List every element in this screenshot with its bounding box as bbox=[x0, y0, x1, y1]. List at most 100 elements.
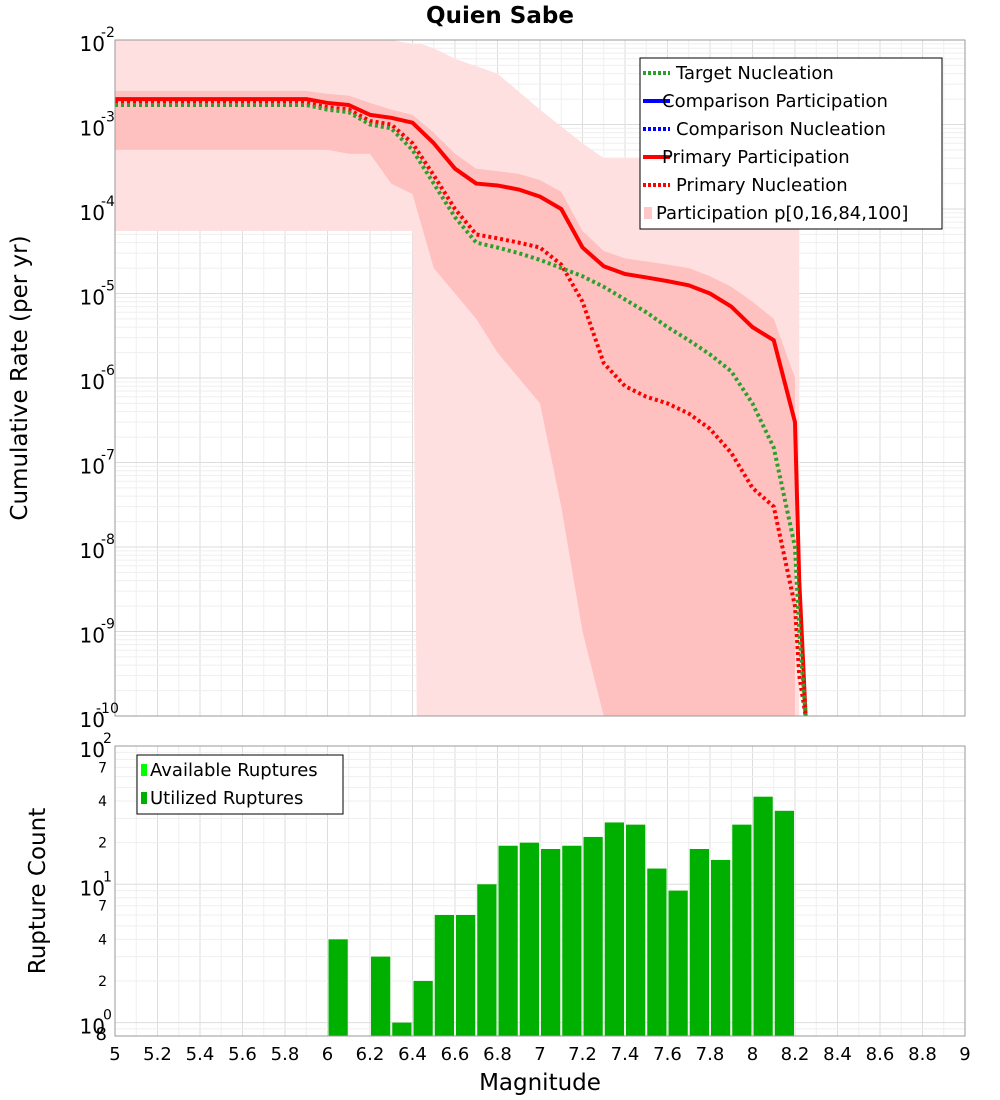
legend-swatch bbox=[141, 792, 147, 804]
rupture-bar bbox=[456, 914, 476, 1036]
rupture-bar bbox=[498, 845, 518, 1036]
tick-base: 10 bbox=[80, 455, 105, 479]
rupture-bar bbox=[371, 956, 391, 1036]
top-plot-frame bbox=[114, 39, 966, 717]
tick-exponent: -10 bbox=[96, 701, 119, 717]
rupture-bar bbox=[711, 859, 731, 1036]
tick-base: 10 bbox=[80, 286, 105, 310]
x-tick: 8.6 bbox=[866, 1044, 895, 1065]
bottom-minor-tick: 2 bbox=[98, 836, 107, 852]
top-y-tick: 10-2 bbox=[80, 25, 115, 56]
primary-participation-line bbox=[115, 97, 808, 716]
top-y-tick: 10-10 bbox=[80, 701, 119, 732]
x-tick: 5.2 bbox=[143, 1044, 172, 1065]
top-legend-item: Primary Participation bbox=[643, 147, 850, 168]
rupture-bar bbox=[434, 914, 454, 1036]
top-legend-item: Comparison Participation bbox=[643, 91, 888, 112]
top-y-tick: 10-4 bbox=[80, 194, 116, 225]
rupture-bar bbox=[392, 1022, 412, 1036]
legend-swatch bbox=[141, 764, 147, 776]
tick-exponent: 0 bbox=[103, 1008, 112, 1024]
top-y-tick: 10-5 bbox=[80, 279, 115, 310]
x-tick: 7.6 bbox=[653, 1044, 682, 1065]
top-legend-item: Comparison Nucleation bbox=[643, 119, 886, 140]
x-tick: 7.2 bbox=[568, 1044, 597, 1065]
legend-label: Primary Nucleation bbox=[676, 175, 848, 196]
rupture-bar bbox=[541, 848, 561, 1036]
tick-base: 10 bbox=[80, 624, 105, 648]
x-tick: 7.8 bbox=[696, 1044, 725, 1065]
bottom-minor-tick: 8 bbox=[96, 1024, 107, 1045]
x-tick: 5 bbox=[109, 1044, 120, 1065]
legend-swatch bbox=[644, 207, 652, 219]
tick-exponent: -4 bbox=[101, 194, 115, 210]
x-tick: 7 bbox=[534, 1044, 545, 1065]
legend-label: Participation p[0,16,84,100] bbox=[656, 203, 908, 224]
tick-exponent: -9 bbox=[101, 617, 115, 633]
top-legend: Target Nucleation Comparison Participatio… bbox=[639, 57, 943, 230]
bottom-plot-frame bbox=[114, 745, 966, 1037]
tick-exponent: -5 bbox=[101, 279, 115, 295]
tick-base: 10 bbox=[80, 1015, 105, 1039]
top-y-tick: 10-9 bbox=[80, 617, 115, 648]
legend-label: Utilized Ruptures bbox=[150, 788, 303, 809]
chart-title: Quien Sabe bbox=[426, 3, 574, 29]
x-tick: 9 bbox=[959, 1044, 970, 1065]
band-p16-p84 bbox=[115, 90, 795, 716]
top-legend-item: Target Nucleation bbox=[643, 63, 834, 84]
rupture-bar bbox=[626, 824, 646, 1036]
tick-exponent: -2 bbox=[101, 25, 115, 41]
rupture-bar bbox=[753, 796, 773, 1036]
bottom-legend: Available Ruptures Utilized Ruptures bbox=[136, 754, 344, 815]
x-tick: 8.8 bbox=[908, 1044, 937, 1065]
rupture-bar bbox=[689, 848, 709, 1036]
rupture-bar bbox=[732, 824, 752, 1036]
x-tick: 8 bbox=[747, 1044, 758, 1065]
rupture-bar bbox=[668, 890, 688, 1036]
rate-lines bbox=[115, 97, 808, 716]
rupture-bar bbox=[647, 868, 667, 1036]
x-tick: 8.2 bbox=[781, 1044, 810, 1065]
tick-base: 10 bbox=[80, 738, 105, 762]
legend-label: Comparison Nucleation bbox=[676, 119, 886, 140]
tick-exponent: -3 bbox=[101, 110, 115, 126]
target-nucleation-line bbox=[115, 103, 808, 716]
bottom-minor-tick: 2 bbox=[98, 974, 107, 990]
rupture-bar bbox=[477, 884, 497, 1036]
rupture-bar bbox=[774, 810, 794, 1036]
bottom-y-tick: 102 bbox=[80, 731, 112, 762]
tick-base: 10 bbox=[80, 708, 105, 732]
rupture-bar bbox=[604, 822, 624, 1036]
bottom-minor-tick: 7 bbox=[98, 899, 107, 915]
bottom-y-tick: 100 bbox=[80, 1008, 112, 1039]
rupture-bars bbox=[328, 796, 794, 1036]
legend-label: Primary Participation bbox=[662, 147, 850, 168]
primary-nucleation-line bbox=[115, 100, 808, 716]
tick-base: 10 bbox=[80, 117, 105, 141]
x-tick: 6.8 bbox=[483, 1044, 512, 1065]
rupture-bar bbox=[583, 836, 603, 1036]
legend-label: Target Nucleation bbox=[675, 63, 834, 84]
top-y-tick: 10-7 bbox=[80, 448, 115, 479]
bottom-minor-tick: 4 bbox=[98, 932, 107, 948]
bottom-minor-tick: 4 bbox=[98, 794, 107, 810]
bottom-y-tick: 101 bbox=[80, 869, 112, 900]
x-tick: 6.2 bbox=[356, 1044, 385, 1065]
x-axis-label: Magnitude bbox=[479, 1070, 601, 1096]
top-legend-item: Primary Nucleation bbox=[643, 175, 848, 196]
tick-exponent: -6 bbox=[101, 363, 115, 379]
top-y-tick: 10-3 bbox=[80, 110, 115, 141]
top-y-axis-label: Cumulative Rate (per yr) bbox=[7, 235, 33, 520]
rupture-bar bbox=[562, 845, 582, 1036]
tick-exponent: 2 bbox=[103, 731, 112, 747]
x-tick: 7.4 bbox=[611, 1044, 640, 1065]
x-tick: 5.4 bbox=[186, 1044, 215, 1065]
x-tick-labels: 5 5.2 5.4 5.6 5.8 6 6.2 6.4 6.6 6.8 7 7.2 7.4 7.6 7.8 8… bbox=[109, 1044, 970, 1065]
rupture-bar bbox=[519, 842, 539, 1036]
bottom-minor-tick: 7 bbox=[98, 760, 107, 776]
top-y-tick: 10-8 bbox=[80, 532, 115, 563]
x-tick: 6.4 bbox=[398, 1044, 427, 1065]
legend-label: Comparison Participation bbox=[662, 91, 888, 112]
bottom-y-axis-label: Rupture Count bbox=[25, 808, 51, 974]
